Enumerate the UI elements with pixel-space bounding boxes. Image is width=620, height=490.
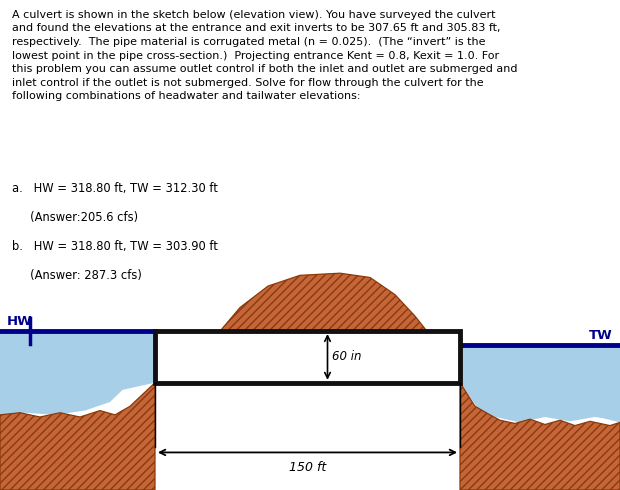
- Polygon shape: [460, 383, 620, 490]
- Bar: [155, 331, 460, 383]
- Polygon shape: [460, 345, 620, 422]
- Text: HW: HW: [7, 315, 33, 328]
- Text: a.   HW = 318.80 ft, TW = 312.30 ft: a. HW = 318.80 ft, TW = 312.30 ft: [12, 182, 218, 195]
- Text: (Answer:205.6 cfs): (Answer:205.6 cfs): [12, 211, 138, 224]
- Polygon shape: [0, 331, 155, 417]
- Text: TW: TW: [589, 329, 613, 342]
- Text: 60 in: 60 in: [332, 350, 362, 364]
- Polygon shape: [0, 331, 155, 417]
- Text: b.   HW = 318.80 ft, TW = 303.90 ft: b. HW = 318.80 ft, TW = 303.90 ft: [12, 240, 218, 253]
- Polygon shape: [0, 383, 155, 490]
- Text: 150 ft: 150 ft: [289, 461, 326, 474]
- Text: A culvert is shown in the sketch below (elevation view). You have surveyed the c: A culvert is shown in the sketch below (…: [12, 10, 518, 101]
- Text: (Answer: 287.3 cfs): (Answer: 287.3 cfs): [12, 269, 142, 282]
- Polygon shape: [460, 345, 620, 422]
- Polygon shape: [155, 273, 460, 383]
